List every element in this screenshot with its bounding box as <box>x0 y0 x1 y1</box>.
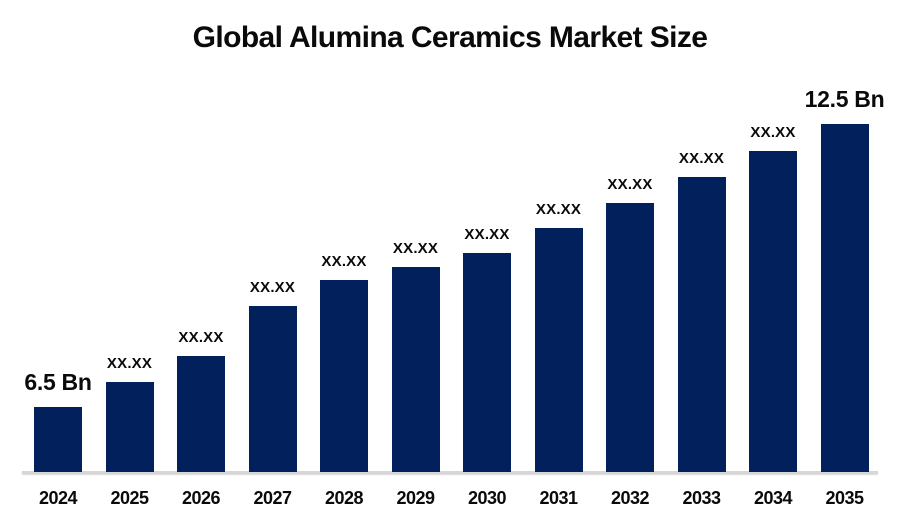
x-axis-tick-label: 2033 <box>682 488 721 508</box>
bar-value-label: XX.XX <box>392 240 439 257</box>
bar-value-label: XX.XX <box>678 150 725 167</box>
bar-value-label: XX.XX <box>178 329 224 346</box>
x-axis-tick-label: 2035 <box>825 488 864 508</box>
x-axis-tick-label: 2030 <box>467 488 507 508</box>
x-axis-tick-label: 2034 <box>753 488 793 508</box>
x-axis-tick-label: 2024 <box>38 488 78 508</box>
chart-title: Global Alumina Ceramics Market Size <box>192 21 708 54</box>
bar-2032 <box>606 203 654 472</box>
x-axis-line <box>22 471 878 474</box>
bar-2028 <box>320 280 368 472</box>
x-axis-tick-label: 2026 <box>181 488 221 508</box>
bar-2027 <box>248 306 297 472</box>
bar-value-label: XX.XX <box>464 226 510 243</box>
bar-2029 <box>391 267 440 472</box>
x-axis-tick-label: 2032 <box>610 488 650 508</box>
bar-value-label: XX.XX <box>607 176 653 193</box>
bar-value-label: 6.5 Bn <box>24 369 92 395</box>
bar-2024 <box>34 407 82 472</box>
bar-value-label: XX.XX <box>535 201 582 218</box>
x-axis-tick-label: 2029 <box>396 488 435 508</box>
bar-value-label: XX.XX <box>249 279 296 296</box>
bar-2035 <box>820 124 869 472</box>
bar-2025 <box>105 382 154 472</box>
bar-2030 <box>463 253 511 472</box>
bar-2031 <box>534 228 583 472</box>
bar-2033 <box>677 177 726 472</box>
x-axis-tick-label: 2025 <box>110 488 149 508</box>
bar-2026 <box>177 356 225 472</box>
bar-value-label: XX.XX <box>321 253 367 270</box>
bar-value-label: XX.XX <box>106 355 153 372</box>
bar-value-label: 12.5 Bn <box>804 86 885 112</box>
x-axis-tick-label: 2028 <box>324 488 364 508</box>
x-axis-tick-label: 2027 <box>253 488 292 508</box>
bar-value-label: XX.XX <box>750 124 796 141</box>
x-axis-tick-label: 2031 <box>539 488 578 508</box>
bar-2034 <box>749 151 797 472</box>
